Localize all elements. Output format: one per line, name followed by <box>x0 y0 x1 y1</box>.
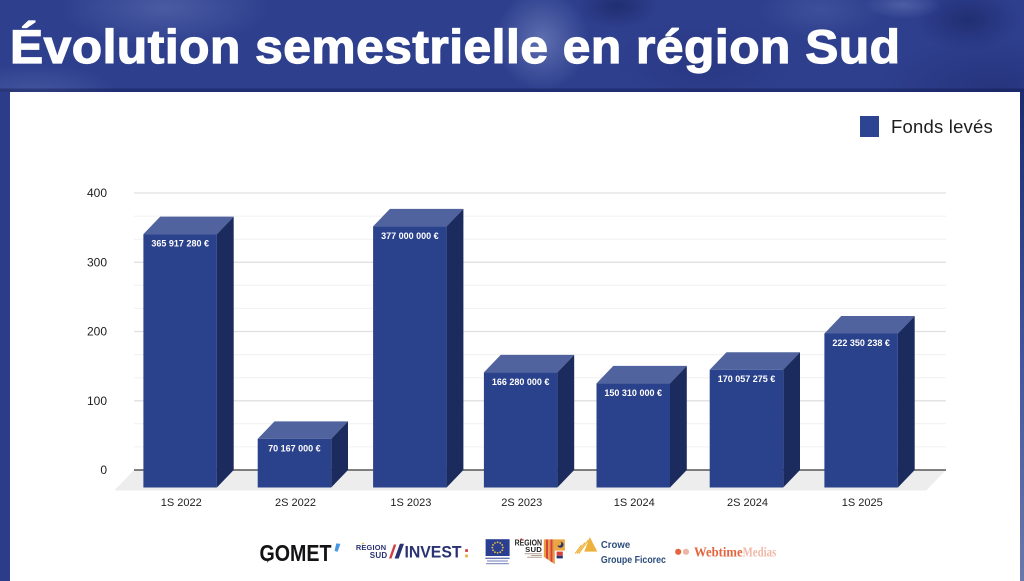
svg-text:Webtime: Webtime <box>694 544 743 559</box>
svg-text:170 057 275 €: 170 057 275 € <box>718 374 776 384</box>
svg-text:150 310 000 €: 150 310 000 € <box>604 388 662 398</box>
svg-text:1S 2024: 1S 2024 <box>614 497 655 509</box>
svg-text:SUD: SUD <box>525 545 542 554</box>
svg-text:REGION: REGION <box>515 539 543 548</box>
svg-text:2S 2022: 2S 2022 <box>275 497 316 509</box>
svg-text:222 350 238 €: 222 350 238 € <box>832 338 890 348</box>
svg-text:Medias: Medias <box>743 544 777 559</box>
svg-text:REGION: REGION <box>356 543 386 552</box>
svg-text:Crowe: Crowe <box>601 540 631 551</box>
svg-text:INVEST: INVEST <box>405 543 463 562</box>
svg-text:100: 100 <box>87 394 107 408</box>
svg-text:0: 0 <box>100 463 107 477</box>
svg-text:,: , <box>266 550 269 564</box>
svg-text:365 917 280 €: 365 917 280 € <box>151 239 209 249</box>
svg-text:166 280 000 €: 166 280 000 € <box>492 377 550 387</box>
svg-text:300: 300 <box>87 256 107 270</box>
svg-text:1S 2022: 1S 2022 <box>161 497 202 509</box>
svg-text:70 167 000 €: 70 167 000 € <box>268 443 321 453</box>
svg-text:SUD: SUD <box>370 551 388 560</box>
svg-text:377 000 000 €: 377 000 000 € <box>381 231 439 241</box>
svg-text:1S 2023: 1S 2023 <box>390 497 431 509</box>
svg-text:400: 400 <box>87 186 107 200</box>
svg-text:Groupe Ficorec: Groupe Ficorec <box>601 555 666 566</box>
svg-text:1S 2025: 1S 2025 <box>842 497 883 509</box>
svg-text:2S 2023: 2S 2023 <box>501 497 542 509</box>
svg-text:GOMET: GOMET <box>260 540 332 566</box>
svg-text:200: 200 <box>87 325 107 339</box>
svg-text:2S 2024: 2S 2024 <box>727 497 768 509</box>
